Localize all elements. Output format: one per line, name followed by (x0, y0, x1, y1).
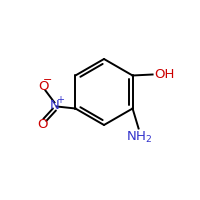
Text: +: + (56, 95, 64, 105)
Text: N: N (50, 99, 59, 112)
Text: O: O (38, 118, 48, 131)
Text: O: O (38, 80, 49, 93)
Text: NH$_2$: NH$_2$ (126, 130, 153, 145)
Text: OH: OH (154, 68, 175, 81)
Text: −: − (43, 75, 53, 86)
